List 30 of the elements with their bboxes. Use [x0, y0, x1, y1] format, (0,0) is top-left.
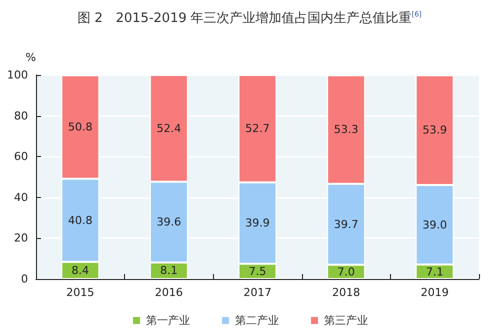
y-tick-label: 0 — [21, 272, 28, 286]
legend-label: 第二产业 — [235, 314, 279, 327]
x-tick-label: 2019 — [420, 286, 449, 299]
x-tick-label: 2017 — [244, 286, 272, 299]
data-label: 52.4 — [156, 122, 182, 135]
data-label: 39.9 — [245, 216, 270, 230]
y-tick-label: 100 — [7, 68, 28, 82]
data-label: 8.1 — [160, 264, 178, 278]
data-label: 40.8 — [68, 214, 93, 227]
data-label: 39.7 — [334, 218, 358, 231]
data-label: 7.0 — [337, 265, 355, 278]
data-label: 52.7 — [245, 122, 270, 136]
data-label: 39.6 — [156, 216, 182, 229]
data-label: 7.5 — [248, 264, 266, 278]
y-tick-label: 60 — [14, 150, 28, 164]
data-label: 50.8 — [68, 120, 93, 134]
y-tick-label: 40 — [14, 190, 28, 204]
data-label: 8.4 — [72, 264, 90, 277]
y-tick-label: 80 — [14, 109, 28, 122]
legend-label: 第一产业 — [146, 314, 190, 327]
x-tick-label: 2016 — [154, 286, 183, 299]
x-tick-label: 2018 — [332, 286, 360, 299]
data-label: 53.3 — [334, 123, 358, 136]
data-label: 53.9 — [422, 124, 447, 137]
x-tick-label: 2015 — [66, 286, 94, 299]
legend-label: 第三产业 — [324, 314, 368, 327]
y-tick-label: 20 — [14, 232, 28, 245]
data-label: 39.0 — [422, 218, 447, 232]
data-label: 7.1 — [426, 265, 444, 278]
y-axis-title: % — [26, 51, 36, 64]
